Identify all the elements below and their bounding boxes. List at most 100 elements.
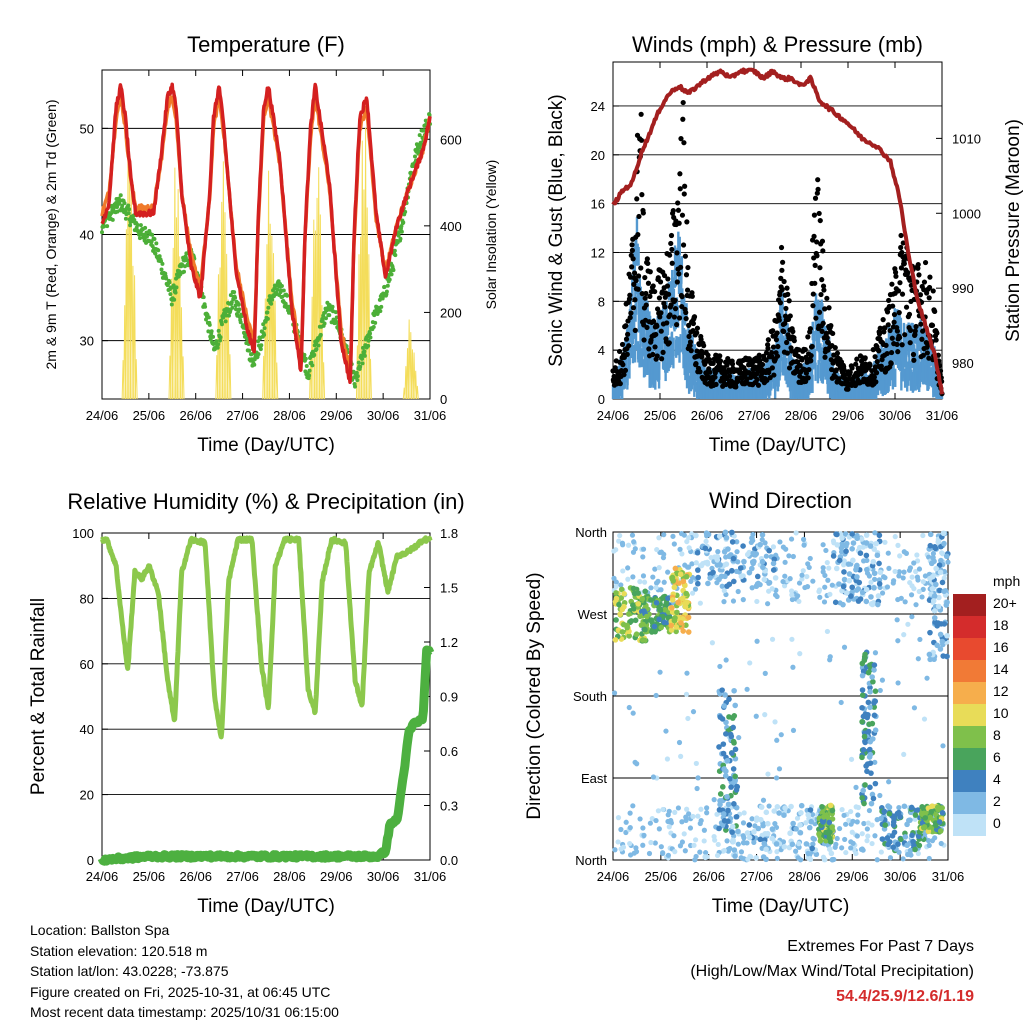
gust-point (784, 350, 790, 356)
direction-point (625, 542, 632, 548)
direction-point (668, 622, 675, 629)
gust-point (899, 291, 906, 297)
direction-point (798, 810, 804, 816)
gust-point (620, 362, 626, 368)
direction-point (937, 828, 944, 834)
gust-point (849, 365, 855, 371)
direction-point (919, 804, 925, 810)
direction-point (821, 856, 828, 863)
gust-point (921, 279, 928, 285)
dewpoint-point (159, 267, 164, 272)
dewpoint-point (218, 335, 223, 340)
gust-point (652, 344, 658, 350)
direction-point (911, 586, 917, 592)
dewpoint-point (382, 284, 387, 289)
direction-point (886, 779, 892, 785)
direction-point (816, 831, 822, 837)
direction-point (827, 829, 833, 836)
solar-insolation-trace (134, 359, 138, 400)
direction-point (655, 808, 661, 814)
direction-point (668, 627, 675, 633)
direction-point (867, 543, 874, 549)
direction-point (826, 565, 832, 571)
direction-point (872, 698, 879, 705)
direction-point (658, 624, 664, 631)
gust-point (889, 335, 895, 341)
y-tick-label: 0 (87, 853, 94, 868)
gust-point (643, 290, 649, 297)
direction-point (886, 810, 893, 817)
dewpoint-point (206, 329, 211, 334)
gust-point (877, 325, 883, 331)
wind-direction-panel: Wind Direction 24/06 25/06 26/06 27/06 28/06 2… (524, 488, 1020, 917)
direction-point (672, 809, 678, 815)
direction-point (891, 829, 898, 836)
direction-point (692, 857, 698, 863)
x-tick-label: 28/06 (273, 408, 306, 423)
direction-point (912, 816, 918, 822)
direction-point (652, 840, 658, 846)
direction-point (698, 562, 705, 569)
dewpoint-point (167, 280, 172, 285)
gust-point (643, 302, 649, 308)
direction-point (914, 552, 920, 558)
x-tick-label: 30/06 (884, 869, 917, 884)
dewpoint-point (157, 254, 162, 259)
direction-point (709, 640, 716, 646)
direction-point (722, 773, 729, 779)
direction-point (671, 833, 677, 839)
direction-point (762, 830, 769, 837)
direction-point (741, 810, 747, 816)
gust-point (867, 362, 873, 369)
direction-point (733, 787, 740, 793)
direction-point (917, 636, 923, 643)
direction-point (643, 613, 650, 620)
dewpoint-point (384, 289, 389, 294)
solar-insolation-trace (364, 128, 368, 400)
gust-point (810, 303, 816, 309)
direction-point (858, 536, 865, 542)
direction-point (677, 571, 684, 578)
x-tick-label: 27/06 (738, 408, 771, 423)
direction-point (866, 573, 873, 579)
dewpoint-point (214, 339, 219, 344)
gust-point (814, 190, 820, 196)
gust-point (626, 296, 633, 302)
direction-point (670, 533, 676, 539)
direction-point (630, 549, 637, 555)
dewpoint-point (354, 370, 359, 375)
gust-point (775, 343, 781, 350)
direction-point (778, 732, 784, 738)
gust-point (784, 339, 790, 346)
direction-point (799, 572, 805, 578)
y-tick-label: 20 (80, 788, 94, 803)
gust-point (816, 309, 823, 315)
gust-point (671, 314, 678, 320)
direction-point (920, 586, 926, 592)
gust-point (644, 256, 650, 262)
dewpoint-point (168, 292, 173, 297)
y-tick-label: North (575, 853, 607, 868)
dewpoint-point (401, 220, 406, 225)
direction-point (863, 598, 870, 605)
gust-point (819, 238, 826, 244)
direction-point (685, 629, 692, 635)
direction-point (772, 575, 779, 581)
direction-point (716, 825, 722, 832)
direction-point (735, 841, 741, 847)
direction-point (874, 601, 881, 608)
gust-point (669, 260, 675, 266)
gust-point (805, 334, 811, 340)
direction-point (648, 839, 654, 846)
direction-point (771, 556, 778, 563)
dewpoint-point (427, 112, 432, 117)
direction-point (933, 822, 939, 829)
dewpoint-point (152, 237, 157, 242)
gust-point (894, 328, 901, 334)
dewpoint-point (149, 239, 154, 244)
gust-point (886, 297, 892, 304)
direction-point (866, 807, 873, 814)
gust-point (887, 327, 893, 334)
direction-point (720, 848, 726, 854)
direction-point (895, 680, 901, 686)
